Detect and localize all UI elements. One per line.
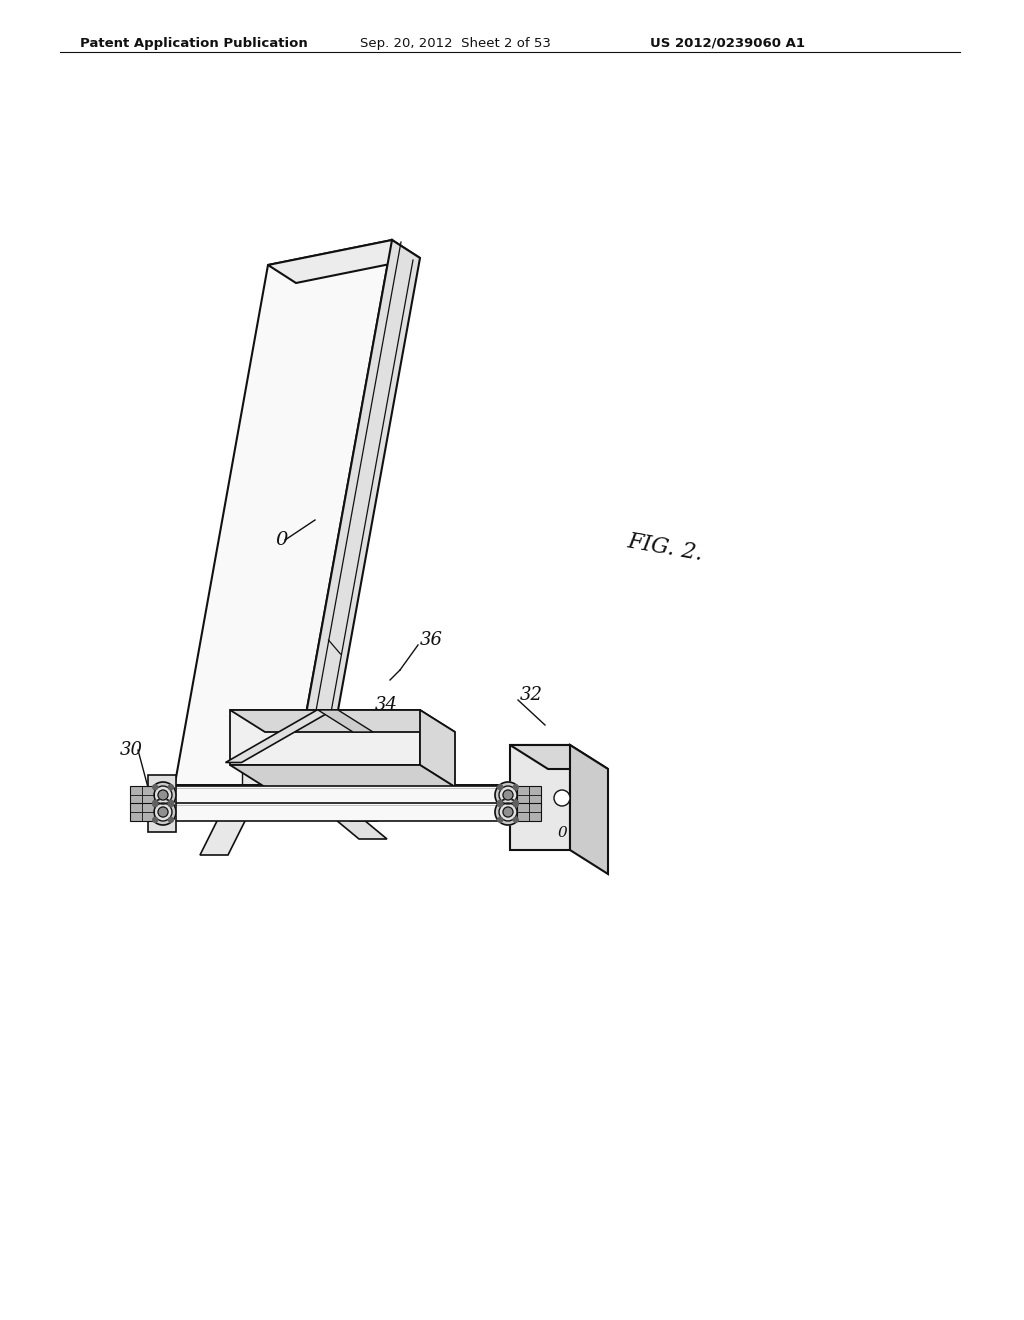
Polygon shape <box>517 803 541 821</box>
Polygon shape <box>517 785 541 804</box>
Text: 0: 0 <box>275 531 288 549</box>
Circle shape <box>150 799 176 825</box>
Circle shape <box>554 789 570 807</box>
Circle shape <box>498 817 503 822</box>
Polygon shape <box>295 240 420 793</box>
Text: 36: 36 <box>420 631 443 649</box>
Circle shape <box>499 785 517 804</box>
Circle shape <box>499 803 517 821</box>
Text: 32: 32 <box>520 686 543 704</box>
Polygon shape <box>130 785 154 804</box>
Polygon shape <box>268 240 420 282</box>
Polygon shape <box>165 785 505 814</box>
Circle shape <box>168 801 173 807</box>
Text: 30: 30 <box>120 741 143 759</box>
Polygon shape <box>230 766 455 787</box>
Circle shape <box>498 801 503 807</box>
Circle shape <box>153 817 158 822</box>
Polygon shape <box>200 814 248 855</box>
Circle shape <box>153 784 158 789</box>
Text: Patent Application Publication: Patent Application Publication <box>80 37 308 50</box>
Circle shape <box>153 801 158 807</box>
Text: US 2012/0239060 A1: US 2012/0239060 A1 <box>650 37 805 50</box>
Circle shape <box>154 785 172 804</box>
Circle shape <box>513 817 518 822</box>
Text: 0: 0 <box>557 826 567 840</box>
Polygon shape <box>510 744 570 850</box>
Polygon shape <box>165 785 505 804</box>
Circle shape <box>168 784 173 789</box>
Text: Sep. 20, 2012  Sheet 2 of 53: Sep. 20, 2012 Sheet 2 of 53 <box>360 37 551 50</box>
Circle shape <box>495 799 521 825</box>
Polygon shape <box>148 775 176 832</box>
Circle shape <box>168 800 173 805</box>
Circle shape <box>503 807 513 817</box>
Polygon shape <box>230 710 455 733</box>
Polygon shape <box>242 766 268 810</box>
Circle shape <box>513 801 518 807</box>
Polygon shape <box>225 710 333 763</box>
Polygon shape <box>130 803 154 821</box>
Polygon shape <box>570 744 608 874</box>
Polygon shape <box>172 240 392 800</box>
Polygon shape <box>165 803 505 821</box>
Circle shape <box>498 800 503 805</box>
Circle shape <box>154 803 172 821</box>
Circle shape <box>498 784 503 789</box>
Polygon shape <box>230 710 420 766</box>
Circle shape <box>158 789 168 800</box>
Circle shape <box>513 800 518 805</box>
Circle shape <box>503 789 513 800</box>
Polygon shape <box>505 785 543 840</box>
Polygon shape <box>165 785 543 809</box>
Circle shape <box>495 781 521 808</box>
Polygon shape <box>420 710 455 787</box>
Polygon shape <box>318 710 373 733</box>
Circle shape <box>513 784 518 789</box>
Circle shape <box>168 817 173 822</box>
Polygon shape <box>330 814 387 840</box>
Circle shape <box>153 800 158 805</box>
Text: 34: 34 <box>375 696 398 714</box>
Circle shape <box>158 807 168 817</box>
Circle shape <box>150 781 176 808</box>
Polygon shape <box>330 766 378 821</box>
Polygon shape <box>510 744 608 770</box>
Text: FIG. 2.: FIG. 2. <box>625 531 705 565</box>
